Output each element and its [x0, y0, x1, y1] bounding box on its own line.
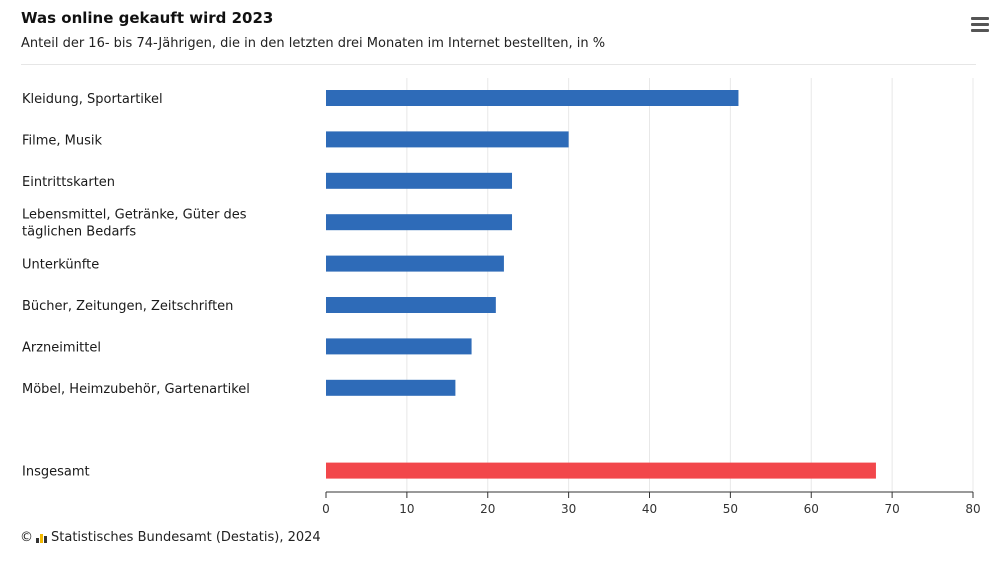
category-label: Eintrittskarten [22, 175, 115, 190]
bar [326, 255, 504, 272]
bar [326, 214, 513, 231]
category-label: Unterkünfte [22, 258, 99, 273]
bar [326, 297, 496, 313]
bar-total [326, 462, 876, 479]
x-tick-label: 0 [322, 502, 330, 516]
category-label: Bücher, Zeitungen, Zeitschriften [22, 299, 233, 314]
x-tick-label: 70 [884, 502, 899, 516]
bar [326, 338, 472, 355]
x-tick-label: 30 [561, 502, 576, 516]
category-label: Kleidung, Sportartikel [22, 92, 163, 107]
copyright-symbol: © [20, 530, 33, 545]
category-label: Möbel, Heimzubehör, Gartenartikel [22, 382, 250, 397]
source-footer: © Statistisches Bundesamt (Destatis), 20… [20, 530, 321, 545]
bar-chart: 0 10 20 30 40 50 60 70 80 Kleidung, Sportartikel F… [22, 78, 981, 516]
category-label: Insgesamt [22, 465, 90, 480]
header-divider [21, 64, 976, 65]
x-tick-label: 80 [965, 502, 980, 516]
x-tick-label: 60 [804, 502, 819, 516]
bar [326, 90, 739, 106]
destatis-logo-icon [36, 532, 48, 543]
bar [326, 172, 513, 189]
x-tick-label: 10 [399, 502, 414, 516]
x-tick-label: 50 [723, 502, 738, 516]
chart-title: Was online gekauft wird 2023 [21, 9, 274, 27]
category-label: Lebensmittel, Getränke, Güter des täglich… [22, 208, 247, 240]
x-tick-label: 40 [642, 502, 657, 516]
bar [326, 379, 456, 396]
category-label: Filme, Musik [22, 133, 103, 148]
category-label: Arzneimittel [22, 340, 101, 355]
hamburger-menu-icon[interactable] [969, 15, 991, 35]
bar [326, 131, 569, 148]
x-tick-label: 20 [480, 502, 495, 516]
chart-subtitle: Anteil der 16- bis 74-Jährigen, die in d… [21, 36, 606, 51]
source-text: Statistisches Bundesamt (Destatis), 2024 [51, 530, 321, 545]
